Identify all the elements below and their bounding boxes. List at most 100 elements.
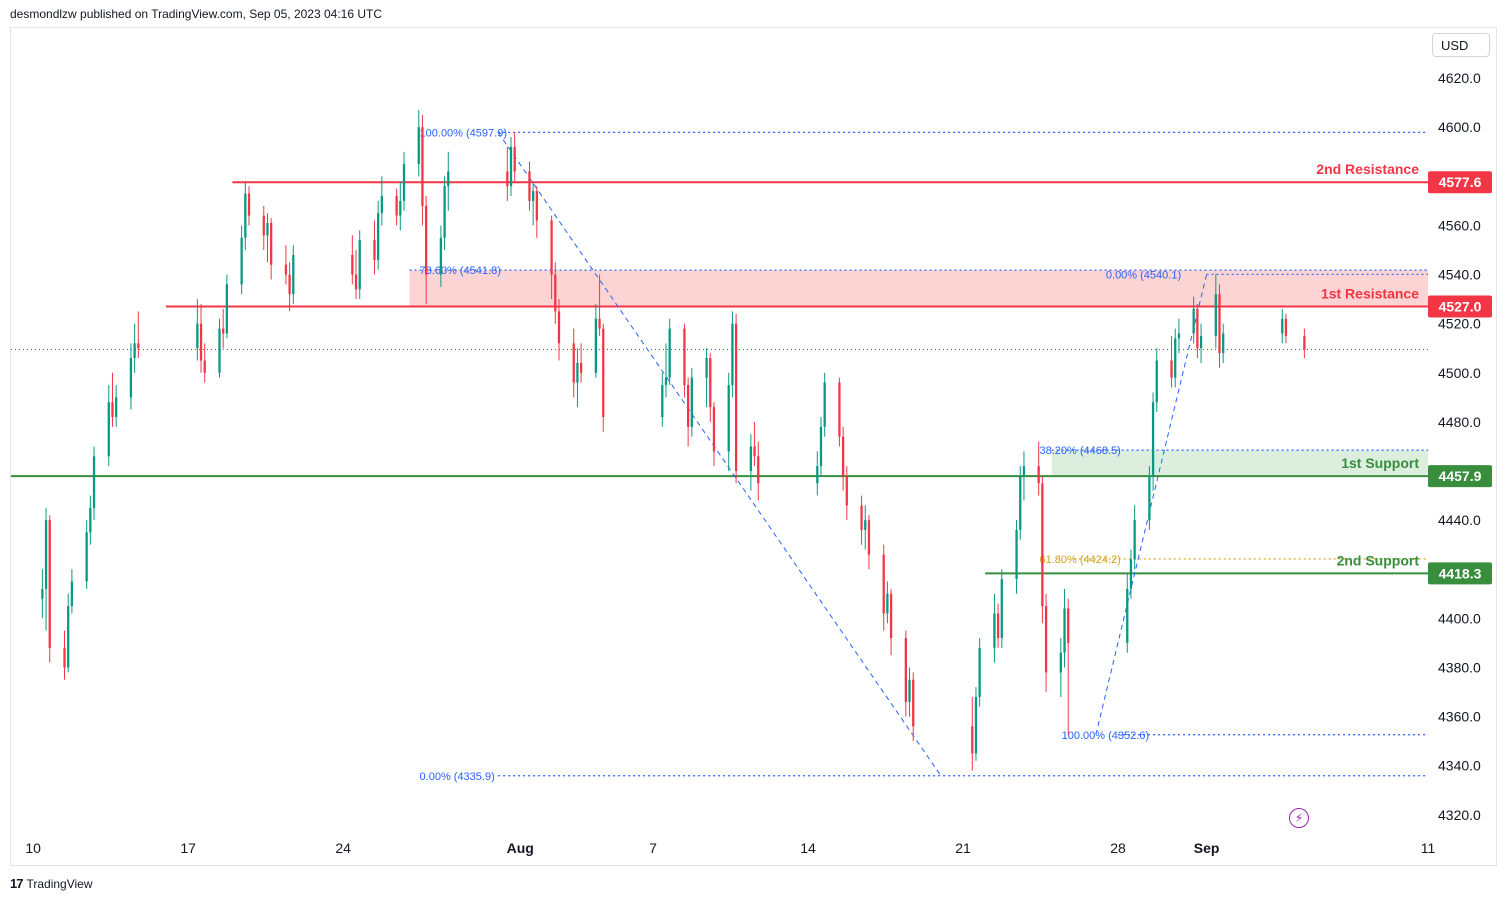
candle-down (424, 205, 428, 275)
x-tick-label: 21 (955, 840, 971, 856)
candle-up (727, 385, 730, 452)
candle-up (886, 593, 889, 614)
chart-frame[interactable] (10, 27, 1497, 866)
candle-up (218, 328, 221, 373)
candle-down (904, 638, 907, 702)
fib-level-label: 38.20% (4468.5) (1039, 445, 1120, 457)
candle-up (417, 127, 420, 165)
candle-down (554, 274, 557, 312)
candle-up (993, 613, 996, 648)
candle-up (816, 466, 819, 484)
candle-up (819, 426, 823, 467)
candle-down (572, 343, 575, 383)
candle-down (1303, 335, 1306, 350)
candle-up (749, 446, 753, 472)
candle-down (1037, 466, 1040, 484)
x-tick-label: 11 (1421, 840, 1436, 856)
x-tick-label: 14 (800, 840, 816, 856)
currency-selector[interactable]: USD (1432, 33, 1490, 57)
price-badges-layer: 4577.6 4527.0 4457.9 4418.3 (1428, 171, 1492, 585)
candle-up (133, 343, 136, 359)
candle-down (889, 593, 893, 639)
candle-up (1063, 608, 1066, 653)
candle-down (734, 323, 738, 472)
candle-up (1133, 520, 1136, 560)
candle-down (262, 215, 265, 236)
candle-up (731, 323, 734, 386)
candle-up (41, 588, 44, 599)
candle-up (447, 171, 450, 187)
candle-up (509, 146, 513, 187)
candle-up (1214, 294, 1217, 336)
resistance-zone (409, 270, 1428, 307)
price-badge (1428, 295, 1492, 318)
time-axis: 10 17 24 Aug 7 14 21 28 Sep 11 (25, 840, 1435, 856)
candle-up (89, 507, 92, 533)
price-badge-label: 4527.0 (1439, 298, 1482, 314)
candle-down (222, 328, 225, 334)
candle-up (85, 532, 88, 582)
candle-up (399, 200, 402, 216)
y-tick-label: 4500.0 (1438, 365, 1481, 381)
candle-up (1019, 475, 1022, 530)
candle-down (683, 328, 686, 386)
x-tick-label: 10 (25, 840, 41, 856)
candle-up (92, 456, 96, 508)
candle-up (908, 679, 911, 702)
candle-up (594, 318, 598, 373)
x-tick-label: 24 (335, 840, 351, 856)
candle-down (137, 343, 140, 349)
candle-up (240, 237, 243, 285)
candle-up (1281, 318, 1284, 334)
x-tick-label: Aug (507, 840, 534, 856)
candle-up (402, 164, 406, 201)
candle-up (1222, 333, 1225, 354)
candle-up (225, 284, 229, 334)
candle-down (550, 220, 553, 275)
candle-down (111, 402, 114, 417)
candle-down (48, 520, 51, 648)
price-badge (1428, 562, 1492, 585)
x-tick-label: 7 (649, 840, 657, 856)
candle-down (535, 191, 538, 221)
footer-brand[interactable]: 17 TradingView (10, 876, 93, 891)
fib-trend-line (1095, 274, 1208, 735)
y-tick-label: 4400.0 (1438, 610, 1481, 626)
candle-down (395, 195, 398, 216)
footer-brand-label: TradingView (26, 876, 93, 891)
fibonacci-layer: 100.00% (4597.9) 78.60% (4541.8) 0.00% (45… (409, 127, 1428, 783)
candle-down (63, 647, 66, 668)
price-badge (1428, 465, 1492, 488)
candle-down (598, 318, 601, 329)
candle-up (115, 397, 118, 417)
y-tick-label: 4600.0 (1438, 119, 1481, 135)
y-tick-label: 4480.0 (1438, 414, 1481, 430)
candle-up (380, 195, 383, 214)
candle-up (1022, 466, 1026, 476)
level-name: 2nd Resistance (1316, 161, 1419, 177)
candle-up (1059, 652, 1062, 673)
candle-up (70, 581, 74, 607)
candle-up (576, 362, 579, 383)
candle-down (1170, 360, 1173, 378)
candle-down (602, 328, 605, 417)
candle-up (532, 191, 535, 201)
level-name: 1st Support (1341, 455, 1419, 471)
fib-level-label: 0.00% (4335.9) (420, 771, 495, 783)
candle-down (247, 193, 251, 216)
price-badge (1428, 171, 1492, 194)
zones-layer (409, 270, 1428, 477)
candle-down (882, 554, 885, 614)
level-name: 2nd Support (1337, 552, 1420, 568)
candle-down (284, 264, 288, 275)
candle-down (1067, 608, 1070, 643)
y-tick-label: 4540.0 (1438, 267, 1481, 283)
candle-down (838, 382, 841, 437)
tradingview-logo-icon: 17 (10, 876, 24, 891)
y-tick-label: 4320.0 (1438, 807, 1481, 823)
lightning-bolt-icon[interactable]: ⚡ (1289, 808, 1309, 828)
candle-up (1129, 559, 1133, 589)
candle-up (1174, 338, 1177, 378)
candle-up (664, 377, 668, 386)
